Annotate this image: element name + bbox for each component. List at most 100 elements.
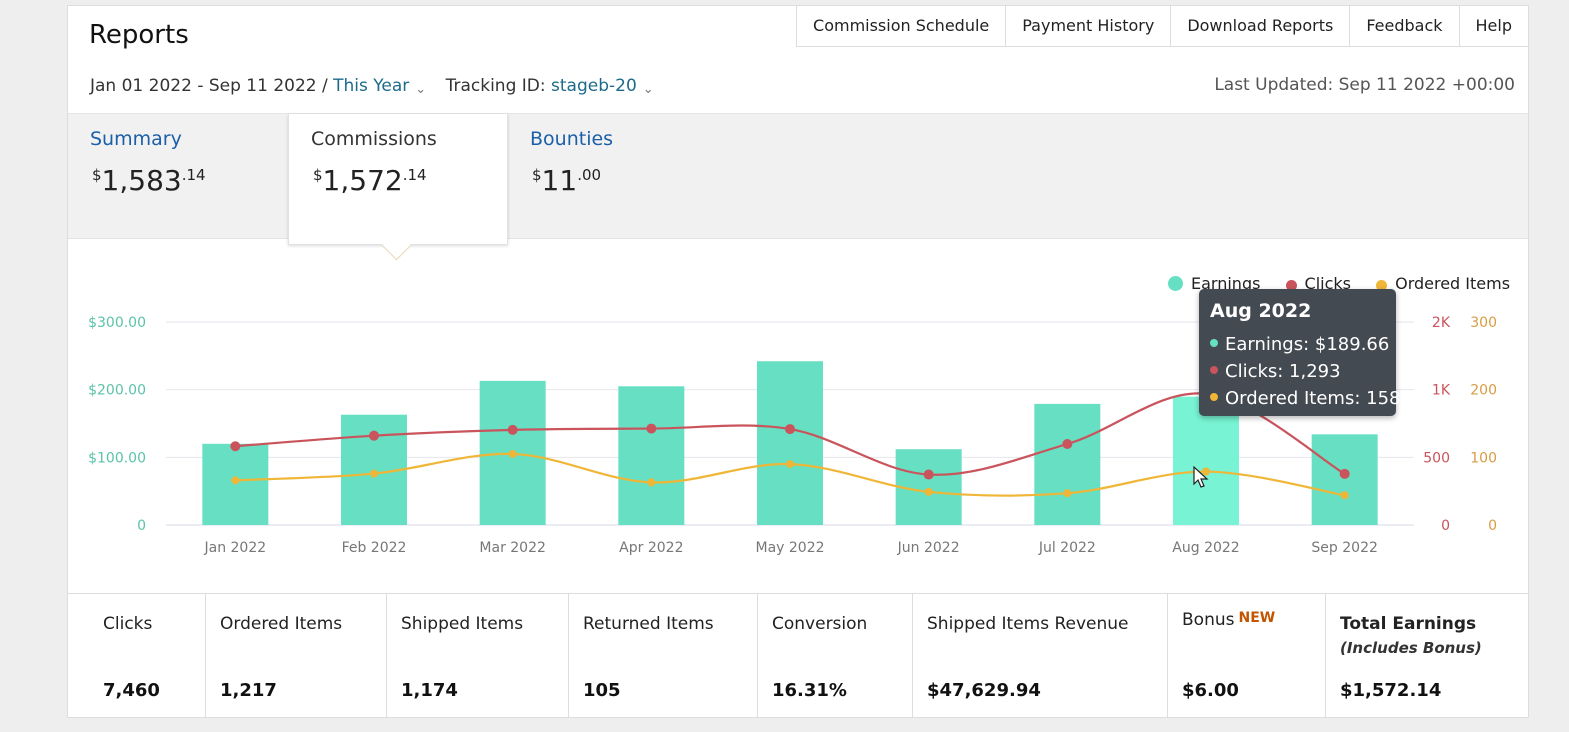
commissions-dollars: 1,572: [322, 164, 403, 197]
x-axis-tick: May 2022: [755, 540, 824, 556]
x-axis-tick: Feb 2022: [342, 540, 407, 556]
legend-clicks-label: Clicks: [1304, 274, 1351, 293]
report-tabs: Summary $1,583.14 Commissions $1,572.14 …: [68, 113, 1528, 245]
earnings-bar: [895, 449, 962, 525]
x-axis-tick: Sep 2022: [1311, 540, 1377, 556]
clicks-point: [923, 469, 934, 480]
tooltip-clicks-text: Clicks: 1,293: [1225, 361, 1341, 382]
chevron-down-icon: ⌄: [642, 82, 654, 97]
tooltip-title: Aug 2022: [1210, 300, 1312, 322]
clicks-point: [230, 441, 241, 452]
summary-amount: $1,583.14: [92, 164, 206, 197]
chart-tooltip: Aug 2022 Earnings: $189.66 Clicks: 1,293…: [1199, 289, 1400, 416]
stat-label: Shipped Items: [401, 614, 524, 634]
clicks-line: [235, 392, 1346, 476]
tooltip-earnings: Earnings: $189.66: [1210, 334, 1389, 355]
stat-bonus: Bonus NEW $6.00: [1168, 594, 1326, 718]
ordered-items-point: [1340, 491, 1349, 500]
stat-value: $1,572.14: [1340, 680, 1442, 701]
legend-ordered-items-label: Ordered Items: [1395, 274, 1511, 293]
x-axis-tick: Jul 2022: [1038, 540, 1096, 556]
stats-row: Clicks 7,460 Ordered Items 1,217 Shipped…: [68, 593, 1528, 719]
page-title: Reports: [89, 20, 189, 50]
help-button[interactable]: Help: [1475, 16, 1512, 35]
legend-earnings-label: Earnings: [1191, 274, 1261, 293]
chart-legend: Earnings Clicks Ordered Items: [1168, 274, 1510, 293]
left-axis-tick: $200.00: [88, 383, 146, 399]
stat-value: 16.31%: [772, 680, 847, 701]
feedback-button[interactable]: Feedback: [1350, 6, 1460, 46]
stat-ordered-items: Ordered Items 1,217: [206, 594, 387, 718]
middle-axis-tick: 500: [1423, 450, 1450, 466]
tracking-label: Tracking ID:: [445, 76, 546, 96]
stat-label: Returned Items: [583, 614, 714, 634]
legend-earnings[interactable]: Earnings: [1168, 274, 1260, 293]
ordered-items-point: [924, 487, 933, 496]
stat-value: 1,174: [401, 680, 458, 701]
right-axis-tick: 0: [1488, 518, 1497, 534]
tooltip-ordered-text: Ordered Items: 158: [1225, 388, 1401, 409]
ordered-items-dot-icon: [1210, 393, 1218, 401]
right-axis-tick: 300: [1470, 315, 1497, 331]
summary-cents: .14: [181, 166, 206, 184]
stat-sub-label: (Includes Bonus): [1340, 639, 1482, 657]
middle-axis-tick: 0: [1441, 518, 1450, 534]
stat-label: Clicks: [103, 614, 153, 634]
stat-clicks: Clicks 7,460: [68, 594, 206, 718]
stat-conversion: Conversion 16.31%: [758, 594, 913, 718]
stat-label: Bonus NEW: [1182, 610, 1275, 630]
stat-shipped-revenue: Shipped Items Revenue $47,629.94: [913, 594, 1168, 718]
earnings-bar: [1034, 403, 1101, 525]
left-axis-tick: $100.00: [88, 450, 146, 466]
commission-schedule-button[interactable]: Commission Schedule: [797, 6, 1007, 46]
earnings-bar: [1311, 434, 1378, 525]
right-axis-tick: 200: [1470, 383, 1497, 399]
legend-ordered-items[interactable]: Ordered Items: [1376, 274, 1510, 293]
stat-value: 1,217: [220, 680, 277, 701]
tooltip-clicks: Clicks: 1,293: [1210, 361, 1341, 382]
tab-bounties[interactable]: Bounties $11.00: [508, 114, 726, 238]
stat-label: Ordered Items: [220, 614, 343, 634]
stat-returned-items: Returned Items 105: [569, 594, 758, 718]
stat-value: 7,460: [103, 680, 160, 701]
clicks-point: [507, 424, 518, 435]
download-reports-button[interactable]: Download Reports: [1171, 6, 1351, 46]
bonus-label: Bonus: [1182, 610, 1235, 630]
clicks-dot-icon: [1210, 366, 1218, 374]
top-nav: Commission Schedule Payment History Down…: [796, 6, 1528, 47]
ordered-items-dot-icon: [1376, 280, 1388, 291]
clicks-point: [646, 423, 657, 434]
earnings-bar: [757, 361, 823, 525]
ordered-items-point: [786, 460, 794, 469]
x-axis-tick: Jan 2022: [203, 540, 266, 556]
payment-history-button[interactable]: Payment History: [1006, 6, 1172, 46]
clicks-point: [1339, 468, 1350, 479]
middle-axis-tick: 1K: [1432, 383, 1451, 399]
stat-shipped-items: Shipped Items 1,174: [387, 594, 569, 718]
legend-clicks[interactable]: Clicks: [1285, 274, 1351, 293]
period-label: This Year: [333, 76, 410, 96]
last-updated: Last Updated: Sep 11 2022 +00:00: [1214, 75, 1515, 95]
earnings-bar: [1173, 396, 1239, 525]
stat-label: Total Earnings: [1340, 614, 1477, 634]
tracking-id-dropdown[interactable]: stageb-20 ⌄: [551, 76, 654, 97]
tab-commissions[interactable]: Commissions $1,572.14: [288, 114, 508, 245]
x-axis-tick: Jun 2022: [897, 540, 960, 556]
commissions-cents: .14: [402, 166, 427, 184]
earnings-bar: [202, 443, 269, 525]
chevron-down-icon: ⌄: [415, 82, 427, 97]
tooltip-earnings-text: Earnings: $189.66: [1225, 334, 1390, 355]
left-axis-tick: 0: [137, 518, 146, 534]
tab-bounties-label: Bounties: [530, 128, 614, 150]
date-range: Jan 01 2022 - Sep 11 2022 /: [90, 76, 328, 96]
tracking-id-value: stageb-20: [551, 76, 637, 96]
x-axis-tick: Aug 2022: [1172, 540, 1239, 556]
stat-total-earnings: Total Earnings (Includes Bonus) $1,572.1…: [1326, 594, 1528, 718]
period-dropdown[interactable]: This Year ⌄: [333, 76, 427, 97]
clicks-point: [785, 424, 795, 435]
stat-value: 105: [583, 680, 621, 701]
ordered-items-point: [647, 478, 656, 487]
tab-summary[interactable]: Summary $1,583.14: [68, 114, 286, 238]
stat-value: $6.00: [1182, 680, 1239, 701]
tooltip-ordered: Ordered Items: 158: [1210, 388, 1400, 409]
